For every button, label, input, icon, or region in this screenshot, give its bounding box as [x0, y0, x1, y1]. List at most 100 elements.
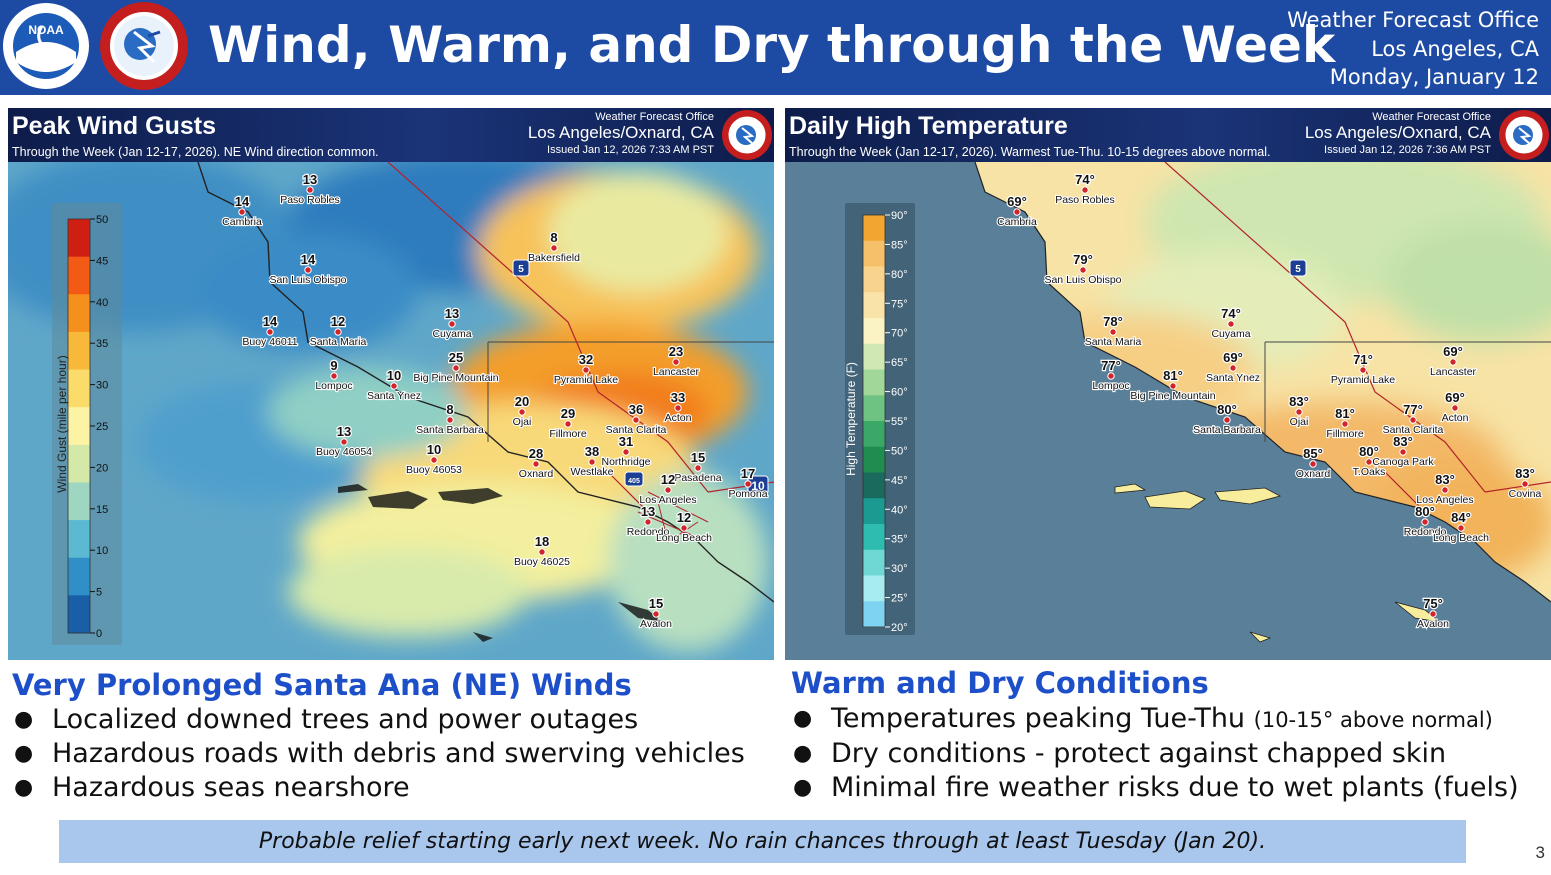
wind-issued-time: Issued Jan 12, 2026 7:33 AM PST — [547, 144, 714, 156]
station-fillmore: 29 Fillmore — [548, 405, 588, 441]
station-name: Lompoc — [315, 380, 352, 392]
station-marker — [744, 480, 752, 488]
legend-tick-label: 65° — [891, 357, 908, 369]
station-name: Lancaster — [653, 366, 700, 378]
nws-small-logo — [1499, 110, 1549, 160]
station-value: 8 — [446, 402, 453, 417]
station-value: 80° — [1217, 402, 1237, 417]
station-name: Acton — [665, 412, 692, 424]
station-marker — [588, 458, 596, 466]
station-name: Santa Clarita — [606, 424, 667, 436]
station-value: 36 — [629, 402, 643, 417]
station-name: Covina — [1509, 488, 1542, 500]
station-value: 83° — [1435, 472, 1455, 487]
legend-swatch — [68, 407, 90, 446]
legend-swatch — [863, 343, 885, 370]
station-pyramid-lake: 71° Pyramid Lake — [1330, 351, 1397, 387]
station-value: 8 — [550, 230, 557, 245]
legend-tick-label: 0 — [96, 628, 102, 640]
station-name: Santa Barbara — [416, 424, 484, 436]
temp-panel-titlebar: Daily High Temperature Through the Week … — [785, 108, 1551, 162]
office-info: Weather Forecast Office Los Angeles, CA … — [1287, 6, 1539, 92]
legend-tick-label: 55° — [891, 416, 908, 428]
station-ojai: 20 Ojai — [512, 393, 533, 429]
station-marker — [1081, 186, 1089, 194]
station-marker — [644, 518, 652, 526]
station-value: 83° — [1289, 394, 1309, 409]
station-santa-maria: 78° Santa Maria — [1084, 313, 1143, 349]
station-value: 81° — [1335, 406, 1355, 421]
station-name: Santa Ynez — [367, 390, 421, 402]
station-name: Paso Robles — [1055, 194, 1115, 206]
station-value: 12 — [661, 472, 675, 487]
station-marker — [330, 372, 338, 380]
station-name: Buoy 46011 — [242, 336, 297, 348]
station-name: Pyramid Lake — [1331, 374, 1395, 386]
station-name: Fillmore — [549, 428, 586, 440]
temp-issuer-location: Los Angeles/Oxnard, CA — [1304, 123, 1491, 142]
station-marker — [340, 438, 348, 446]
legend-swatch — [863, 369, 885, 396]
station-name: Westlake — [571, 466, 614, 478]
station-value: 83° — [1393, 434, 1413, 449]
station-big-pine-mountain: 25 Big Pine Mountain — [412, 349, 500, 385]
legend-tick-label: 45 — [96, 255, 108, 267]
temp-panel-subtitle: Through the Week (Jan 12-17, 2026). Warm… — [789, 145, 1271, 159]
temp-anomaly-note: (10-15° above normal) — [1253, 708, 1493, 732]
station-value: 69° — [1007, 194, 1027, 209]
station-value: 28 — [529, 446, 543, 461]
temp-issued-time: Issued Jan 12, 2026 7:36 AM PST — [1324, 144, 1491, 156]
station-value: 13 — [337, 424, 351, 439]
station-westlake: 38 Westlake — [569, 443, 614, 479]
station-san-luis-obispo: 79° San Luis Obispo — [1043, 251, 1122, 287]
legend-swatch — [863, 446, 885, 473]
legend-swatch — [863, 472, 885, 499]
station-marker — [1421, 518, 1429, 526]
station-oxnard: 28 Oxnard — [518, 445, 555, 481]
legend-swatch — [863, 498, 885, 525]
wind-station-labels: 13 Paso Robles 14 Cambria 8 Bakersfield 14 San … — [221, 171, 769, 631]
wind-panel-issuer: Weather Forecast Office Los Angeles/Oxna… — [528, 111, 714, 156]
legend-swatch — [863, 318, 885, 345]
wind-panel-subtitle: Through the Week (Jan 12-17, 2026). NE W… — [12, 145, 379, 159]
station-name: Redondo — [627, 526, 670, 538]
station-cuyama: 74° Cuyama — [1210, 305, 1251, 341]
svg-text:5: 5 — [518, 264, 524, 275]
station-value: 79° — [1073, 252, 1093, 267]
legend-swatch — [863, 292, 885, 319]
station-name: Santa Maria — [310, 336, 367, 348]
station-value: 15 — [649, 596, 663, 611]
station-value: 80° — [1359, 444, 1379, 459]
station-name: Lancaster — [1430, 366, 1477, 378]
station-marker — [266, 328, 274, 336]
station-name: Pyramid Lake — [554, 374, 618, 386]
list-item: Minimal fire weather risks due to wet pl… — [791, 771, 1519, 805]
temp-legend-title: High Temperature (F) — [845, 362, 858, 476]
station-name: Paso Robles — [280, 194, 340, 206]
station-value: 71° — [1353, 352, 1373, 367]
legend-swatch — [68, 482, 90, 521]
wind-section-heading: Very Prolonged Santa Ana (NE) Winds — [12, 668, 632, 702]
outlook-banner: Probable relief starting early next week… — [59, 820, 1466, 863]
station-value: 12 — [677, 510, 691, 525]
legend-swatch — [863, 395, 885, 422]
station-marker — [1365, 458, 1373, 466]
station-marker — [1169, 382, 1177, 390]
station-name: Fillmore — [1326, 428, 1363, 440]
station-name: Avalon — [1417, 618, 1449, 630]
station-value: 25 — [449, 350, 463, 365]
station-avalon: 15 Avalon — [639, 595, 673, 631]
station-marker — [518, 408, 526, 416]
station-marker — [1295, 408, 1303, 416]
station-value: 74° — [1075, 172, 1095, 187]
station-cambria: 14 Cambria — [221, 193, 263, 229]
legend-swatch — [863, 215, 885, 242]
temp-legend: 90° 85° 80° 75° 70° 65° 60° 55° 50° 45° 40° 35° 30° 2… — [845, 203, 915, 635]
office-date: Monday, January 12 — [1329, 65, 1539, 89]
interstate-405-shield: 405 — [624, 471, 644, 487]
office-location: Los Angeles, CA — [1371, 36, 1539, 61]
temp-peak-text: Temperatures peaking Tue-Thu — [831, 703, 1246, 734]
list-item: Temperatures peaking Tue-Thu (10-15° abo… — [791, 702, 1519, 737]
station-value: 85° — [1303, 446, 1323, 461]
station-name: San Luis Obispo — [1044, 274, 1121, 286]
